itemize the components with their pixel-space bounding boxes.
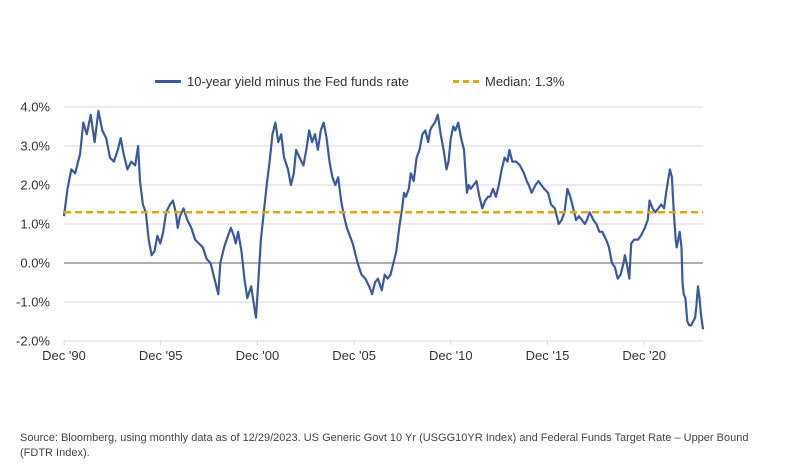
legend-swatch-median	[453, 80, 479, 83]
chart-legend: 10-year yield minus the Fed funds rate M…	[0, 74, 794, 92]
tick-labels: 4.0% 3.0% 2.0% 1.0% 0.0% -1.0% -2.0%Dec '90 Dec…	[16, 100, 666, 364]
x-tick-label: Dec '20	[622, 348, 666, 363]
axes	[63, 262, 703, 345]
x-tick-label: Dec '90	[42, 348, 86, 363]
series-lines	[62, 109, 705, 330]
y-tick-label: 3.0%	[20, 139, 50, 154]
y-tick-label: -2.0%	[16, 334, 50, 349]
legend-item-median: Median: 1.3%	[453, 74, 565, 89]
y-tick-label: 4.0%	[20, 100, 50, 115]
legend-label-spread: 10-year yield minus the Fed funds rate	[187, 74, 409, 89]
y-tick-label: 1.0%	[20, 217, 50, 232]
x-tick-label: Dec '00	[236, 348, 280, 363]
legend-item-spread: 10-year yield minus the Fed funds rate	[155, 74, 409, 89]
legend-label-median: Median: 1.3%	[485, 74, 565, 89]
x-tick-label: Dec '05	[332, 348, 376, 363]
x-tick-label: Dec '10	[429, 348, 473, 363]
spread-line	[62, 109, 705, 330]
grid-lines	[64, 106, 703, 342]
legend-swatch-spread	[155, 80, 181, 83]
y-tick-label: -1.0%	[16, 295, 50, 310]
source-note: Source: Bloomberg, using monthly data as…	[20, 432, 749, 459]
x-tick-label: Dec '95	[139, 348, 183, 363]
y-tick-label: 2.0%	[20, 178, 50, 193]
x-tick-label: Dec '15	[526, 348, 570, 363]
y-tick-label: 0.0%	[20, 256, 50, 271]
